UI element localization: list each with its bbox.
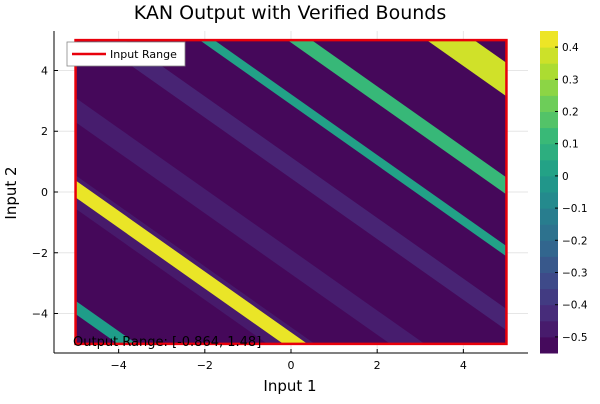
- colorbar-segment: [540, 112, 558, 129]
- legend-label: Input Range: [110, 48, 177, 61]
- colorbar-segment: [540, 192, 558, 209]
- colorbar-segment: [540, 224, 558, 241]
- y-tick-label: 2: [41, 125, 48, 138]
- y-axis-label: Input 2: [2, 166, 20, 219]
- colorbar-tick-label: 0.2: [562, 107, 579, 119]
- colorbar-segment: [540, 47, 558, 64]
- y-tick-label: 0: [41, 186, 48, 199]
- y-tick-label: −2: [32, 247, 48, 260]
- colorbar-tick-label: −0.5: [562, 332, 588, 344]
- x-tick-label: −2: [197, 359, 213, 372]
- colorbar-segment: [540, 31, 558, 48]
- colorbar: 0.4 0.3 0.2 0.1 0 −0.1 −0.2 −0.3 −0.4 −0.5: [540, 31, 588, 354]
- contour-background: [76, 40, 507, 344]
- x-tick-label: 4: [460, 359, 467, 372]
- y-tick-label: −4: [32, 308, 48, 321]
- output-range-annotation: Output Range: [-0.864, 1.48]: [73, 335, 261, 350]
- colorbar-tick-label: 0.3: [562, 74, 579, 86]
- colorbar-segment: [540, 273, 558, 290]
- colorbar-segment: [540, 160, 558, 177]
- colorbar-segment: [540, 321, 558, 338]
- colorbar-segment: [540, 79, 558, 96]
- colorbar-segment: [540, 305, 558, 322]
- colorbar-segment: [540, 256, 558, 273]
- colorbar-tick-label: −0.2: [562, 235, 588, 247]
- colorbar-tick-label: −0.4: [562, 300, 588, 312]
- colorbar-tick-label: 0: [562, 171, 569, 183]
- colorbar-segment: [540, 176, 558, 193]
- x-tick-label: −4: [111, 359, 127, 372]
- colorbar-segment: [540, 144, 558, 161]
- colorbar-segment: [540, 240, 558, 257]
- colorbar-tick-label: 0.1: [562, 139, 579, 151]
- colorbar-segment: [540, 63, 558, 80]
- colorbar-segment: [540, 337, 558, 354]
- x-tick-label: 0: [288, 359, 295, 372]
- y-tick-label: 4: [41, 64, 48, 77]
- colorbar-segment: [540, 128, 558, 145]
- colorbar-tick-label: 0.4: [562, 42, 579, 54]
- x-axis-label: Input 1: [263, 377, 316, 395]
- legend: Input Range: [67, 42, 185, 66]
- colorbar-tick-label: −0.3: [562, 268, 588, 280]
- colorbar-segment: [540, 208, 558, 225]
- colorbar-tick-label: −0.1: [562, 203, 588, 215]
- colorbar-segment: [540, 95, 558, 112]
- chart-title: KAN Output with Verified Bounds: [134, 2, 447, 24]
- colorbar-segment: [540, 289, 558, 306]
- x-tick-label: 2: [374, 359, 381, 372]
